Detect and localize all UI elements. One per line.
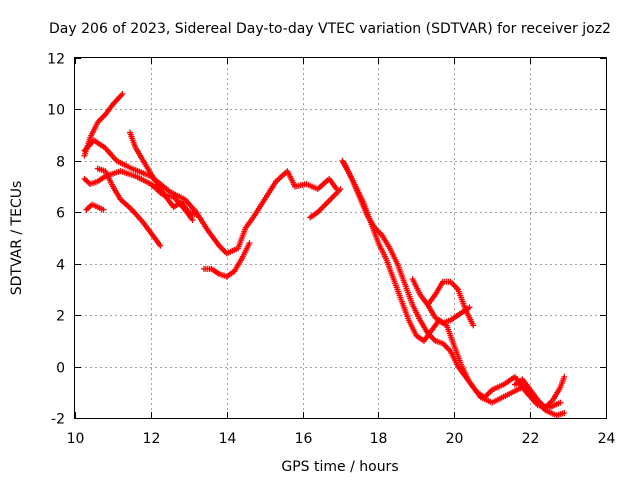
- data-point: [470, 322, 477, 329]
- y-tick-label: 4: [56, 258, 65, 274]
- x-tick-label: 18: [370, 431, 388, 447]
- y-axis-label: SDTVAR / TECUs: [9, 181, 25, 296]
- x-tick-label: 20: [446, 431, 464, 447]
- axis-ticks: [75, 58, 607, 419]
- data-point: [246, 240, 253, 247]
- x-tick-label: 12: [143, 431, 161, 447]
- series-arc-e: [94, 165, 164, 249]
- data-point: [119, 91, 126, 97]
- data-point: [157, 242, 164, 249]
- data-point: [337, 186, 344, 193]
- y-tick-label: 6: [56, 206, 65, 222]
- y-tick-label: 0: [56, 361, 65, 377]
- chart-title: Day 206 of 2023, Sidereal Day-to-day VTE…: [49, 21, 611, 37]
- x-tick-label: 22: [522, 431, 540, 447]
- data-point: [561, 373, 568, 380]
- series-arc-j: [341, 160, 568, 419]
- y-tick-label: -2: [51, 412, 65, 428]
- grid-lines: [75, 58, 606, 418]
- x-tick-label: 16: [295, 431, 313, 447]
- y-tick-label: 8: [56, 155, 65, 171]
- plot-frame: [74, 57, 607, 419]
- x-tick-label: 24: [598, 431, 616, 447]
- series-arc-f: [126, 129, 200, 218]
- x-tick-labels: 10 12 14 16 18 20 22 24: [67, 431, 616, 447]
- x-axis-label: GPS time / hours: [281, 459, 398, 475]
- y-tick-labels: -2 0 2 4 6 8 10 12: [47, 52, 65, 428]
- series-arc-g: [200, 240, 253, 280]
- data-point: [561, 409, 568, 416]
- series-arc-l: [424, 278, 477, 329]
- series-arc-h: [307, 186, 344, 221]
- series-arc-d: [83, 201, 107, 213]
- x-tick-label: 10: [67, 431, 85, 447]
- data-point: [100, 206, 107, 213]
- data-point: [193, 211, 200, 218]
- data-points: [81, 91, 568, 419]
- data-point: [189, 217, 196, 223]
- x-tick-label: 14: [219, 431, 237, 447]
- y-tick-label: 2: [56, 309, 65, 325]
- series-arc-b: [81, 137, 340, 257]
- y-tick-label: 10: [47, 103, 65, 119]
- series-arc-m: [511, 373, 568, 411]
- y-tick-label: 12: [47, 52, 65, 68]
- data-point: [557, 399, 564, 406]
